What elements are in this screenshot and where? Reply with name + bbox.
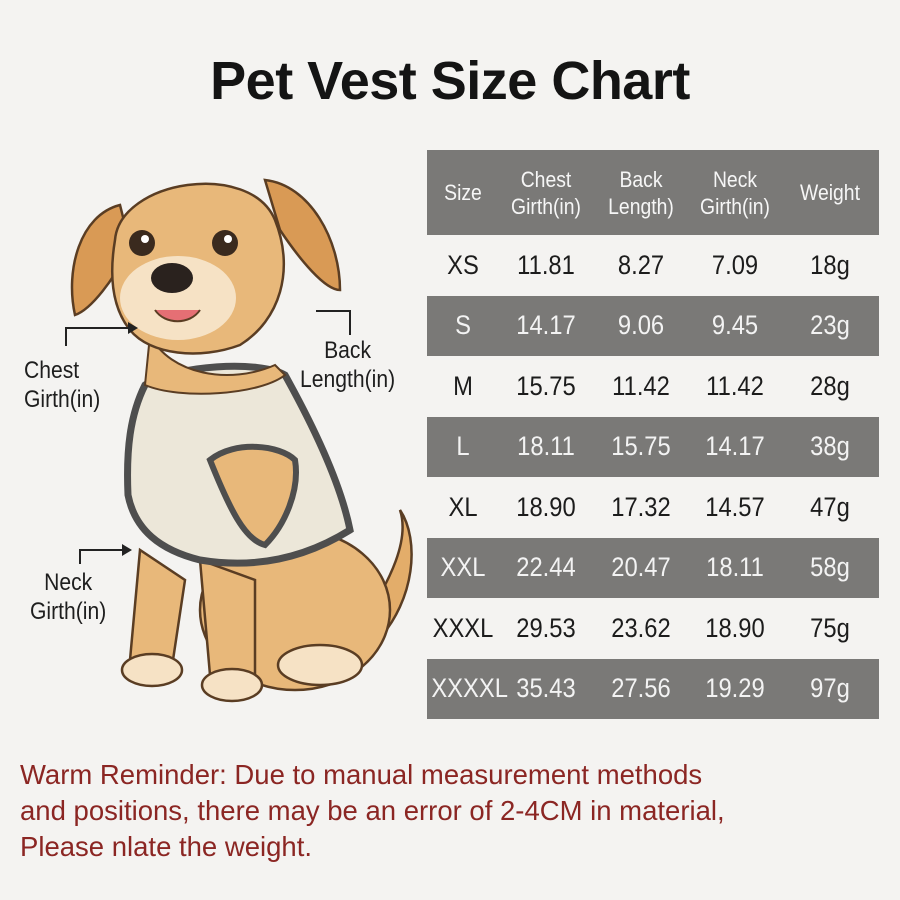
- cell-size: XL: [448, 491, 478, 522]
- header-neck-girth: Neck Girth(in): [700, 166, 770, 219]
- cell-size: XXXL: [432, 612, 494, 643]
- back-arrow-icon: [316, 310, 351, 335]
- table-header-row: Size Chest Girth(in) Back Length) Neck G…: [427, 150, 879, 235]
- cell-back: 20.47: [611, 552, 671, 583]
- cell-size: L: [456, 431, 470, 462]
- cell-chest: 29.53: [516, 612, 576, 643]
- dog-in-vest-image: [70, 178, 413, 703]
- cell-chest: 15.75: [516, 370, 576, 401]
- cell-weight: 28g: [810, 370, 850, 401]
- cell-neck: 18.90: [705, 612, 765, 643]
- cell-back: 11.42: [612, 370, 670, 401]
- chest-arrow-icon: [65, 322, 138, 346]
- neck-girth-label: Neck Girth(in): [30, 569, 107, 625]
- cell-neck: 14.57: [705, 491, 765, 522]
- header-size: Size: [444, 180, 482, 205]
- page-title: Pet Vest Size Chart: [210, 51, 690, 111]
- cell-back: 23.62: [611, 612, 671, 643]
- cell-back: 27.56: [611, 673, 671, 704]
- header-back-length: Back Length): [608, 166, 674, 219]
- cell-chest: 11.81: [517, 249, 575, 280]
- table-row: XXL 22.44 20.47 18.11 58g: [427, 537, 879, 598]
- cell-chest: 18.11: [517, 431, 575, 462]
- cell-weight: 97g: [810, 673, 850, 704]
- cell-back: 15.75: [611, 431, 671, 462]
- cell-size: XXXXL: [431, 673, 508, 704]
- cell-chest: 22.44: [516, 552, 576, 583]
- cell-neck: 19.29: [705, 673, 765, 704]
- table-row: S 14.17 9.06 9.45 23g: [427, 295, 879, 356]
- cell-size: XS: [447, 249, 479, 280]
- cell-size: S: [455, 310, 471, 341]
- table-row: L 18.11 15.75 14.17 38g: [427, 416, 879, 477]
- cell-neck: 18.11: [706, 552, 764, 583]
- cell-weight: 18g: [810, 249, 850, 280]
- chest-girth-label: Chest Girth(in): [24, 357, 101, 413]
- cell-neck: 9.45: [711, 310, 759, 341]
- table-row: XS 11.81 8.27 7.09 18g: [427, 235, 879, 296]
- cell-weight: 47g: [810, 491, 850, 522]
- cell-chest: 18.90: [516, 491, 576, 522]
- table-row: XL 18.90 17.32 14.57 47g: [427, 477, 879, 538]
- dog-illustration: [60, 160, 430, 720]
- cell-size: M: [453, 370, 473, 401]
- cell-weight: 75g: [810, 612, 850, 643]
- header-weight: Weight: [800, 180, 860, 205]
- back-length-label: Back Length(in): [300, 337, 396, 393]
- size-table: Size Chest Girth(in) Back Length) Neck G…: [427, 150, 879, 719]
- cell-neck: 11.42: [706, 370, 764, 401]
- cell-chest: 35.43: [516, 673, 576, 704]
- cell-back: 8.27: [617, 249, 665, 280]
- table-row: XXXL 29.53 23.62 18.90 75g: [427, 598, 879, 659]
- table-row: XXXXL 35.43 27.56 19.29 97g: [427, 658, 879, 719]
- header-chest-girth: Chest Girth(in): [511, 166, 581, 219]
- cell-neck: 14.17: [705, 431, 765, 462]
- cell-weight: 58g: [810, 552, 850, 583]
- cell-chest: 14.17: [516, 310, 576, 341]
- neck-arrow-icon: [79, 544, 132, 564]
- cell-weight: 38g: [810, 431, 850, 462]
- cell-neck: 7.09: [711, 249, 759, 280]
- cell-size: XXL: [440, 552, 486, 583]
- warm-reminder-note: Warm Reminder: Due to manual measurement…: [20, 759, 725, 862]
- cell-weight: 23g: [810, 310, 850, 341]
- cell-back: 17.32: [611, 491, 671, 522]
- cell-back: 9.06: [617, 310, 665, 341]
- table-row: M 15.75 11.42 11.42 28g: [427, 356, 879, 417]
